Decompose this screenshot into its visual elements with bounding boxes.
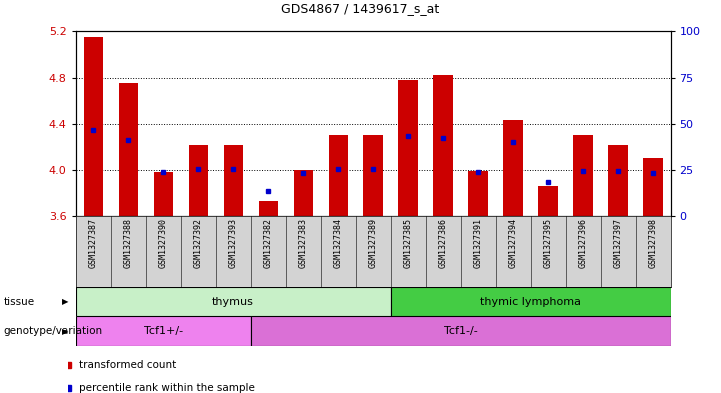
Bar [573, 135, 593, 216]
Text: GSM1327393: GSM1327393 [229, 218, 238, 268]
Text: GSM1327394: GSM1327394 [508, 218, 518, 268]
Text: GSM1327387: GSM1327387 [89, 218, 98, 268]
Text: transformed count: transformed count [79, 360, 177, 369]
Text: GSM1327392: GSM1327392 [194, 218, 203, 268]
Bar [609, 145, 628, 216]
Bar [118, 83, 138, 216]
Bar [251, 316, 671, 346]
Text: GSM1327397: GSM1327397 [614, 218, 622, 268]
Bar [189, 145, 208, 216]
Bar [329, 135, 348, 216]
Bar [503, 120, 523, 216]
Text: GSM1327383: GSM1327383 [298, 218, 308, 268]
Text: tissue: tissue [4, 297, 35, 307]
Text: thymic lymphoma: thymic lymphoma [480, 297, 581, 307]
Text: GSM1327398: GSM1327398 [648, 218, 658, 268]
Text: GSM1327382: GSM1327382 [264, 218, 273, 268]
Bar [643, 158, 663, 216]
Text: GSM1327384: GSM1327384 [334, 218, 342, 268]
Text: ▶: ▶ [62, 297, 68, 306]
Text: GSM1327389: GSM1327389 [368, 218, 378, 268]
Bar [391, 287, 671, 316]
Text: GSM1327396: GSM1327396 [578, 218, 588, 268]
Text: percentile rank within the sample: percentile rank within the sample [79, 383, 255, 393]
Text: GSM1327385: GSM1327385 [404, 218, 412, 268]
Bar [224, 145, 243, 216]
Text: thymus: thymus [212, 297, 254, 307]
Bar [154, 172, 173, 216]
Bar [76, 316, 251, 346]
Text: genotype/variation: genotype/variation [4, 326, 102, 336]
Text: GSM1327388: GSM1327388 [124, 218, 133, 268]
Bar [399, 80, 417, 216]
Text: GSM1327386: GSM1327386 [438, 218, 448, 268]
Bar [469, 171, 487, 216]
Bar [76, 287, 391, 316]
Text: GSM1327391: GSM1327391 [474, 218, 482, 268]
Bar [259, 201, 278, 216]
Text: GDS4867 / 1439617_s_at: GDS4867 / 1439617_s_at [281, 2, 440, 15]
Text: GSM1327395: GSM1327395 [544, 218, 552, 268]
Bar [539, 186, 557, 216]
Text: Tcf1+/-: Tcf1+/- [143, 326, 182, 336]
Bar [84, 37, 103, 216]
Bar [433, 75, 453, 216]
Text: GSM1327390: GSM1327390 [159, 218, 168, 268]
Bar [363, 135, 383, 216]
Text: ▶: ▶ [62, 327, 68, 336]
Text: Tcf1-/-: Tcf1-/- [443, 326, 477, 336]
Bar [293, 170, 313, 216]
